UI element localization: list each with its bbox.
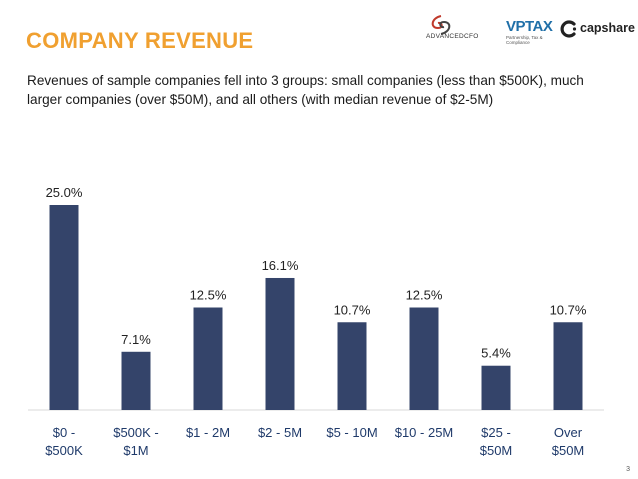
page-number: 3 (626, 466, 630, 473)
bar-3 (265, 277, 295, 410)
x-tick-label-4: $5 - 10M (326, 425, 377, 440)
advancedcfo-wordmark: ADVANCEDCFO (426, 33, 479, 40)
data-label-1: 7.1% (121, 332, 151, 347)
bar-4 (337, 322, 367, 410)
vptax-tagline: Partnership, Tax & Compliance (506, 35, 543, 45)
data-label-0: 25.0% (46, 185, 83, 200)
capshare-c-icon (560, 20, 577, 38)
vptax-logo: VPTAX Partnership, Tax & Compliance (506, 18, 556, 45)
capshare-wordmark: capshare (580, 21, 635, 35)
data-label-7: 10.7% (550, 302, 587, 317)
tick-labels-group: $0 - $500K $500K - $1M $1 - 2M $2 - 5M $5 - 10… (45, 425, 584, 458)
vptax-wordmark: VPTAX (506, 18, 553, 35)
x-tick-label-0-line-0: $0 - (53, 425, 75, 440)
x-tick-label-5-line-0: $10 - 25M (395, 425, 454, 440)
bar-2 (193, 307, 223, 410)
x-tick-label-0: $0 - $500K (45, 425, 83, 458)
x-tick-label-1-line-0: $500K - (113, 425, 159, 440)
x-tick-label-3-line-0: $2 - 5M (258, 425, 302, 440)
x-tick-label-6-line-1: $50M (480, 443, 513, 458)
x-tick-label-7-line-1: $50M (552, 443, 585, 458)
bar-0 (49, 205, 79, 410)
data-labels-group: 25.0% 7.1% 12.5% 16.1% 10.7% 12.5% 5.4% 10.7% (46, 185, 587, 361)
x-tick-label-1: $500K - $1M (113, 425, 159, 458)
data-label-5: 12.5% (406, 288, 443, 303)
x-tick-label-3: $2 - 5M (258, 425, 302, 440)
slide-subtitle: Revenues of sample companies fell into 3… (27, 73, 584, 107)
bar-5 (409, 307, 439, 410)
data-label-4: 10.7% (334, 302, 371, 317)
x-tick-label-6-line-0: $25 - (481, 425, 511, 440)
x-tick-label-5: $10 - 25M (395, 425, 454, 440)
data-label-2: 12.5% (190, 288, 227, 303)
x-tick-label-0-line-1: $500K (45, 443, 83, 458)
bar-7 (553, 322, 583, 410)
slide-title: COMPANY REVENUE (26, 28, 254, 53)
data-label-6: 5.4% (481, 346, 511, 361)
x-tick-label-2: $1 - 2M (186, 425, 230, 440)
sponsor-logos: ADVANCEDCFO VPTAX Partnership, Tax & Com… (420, 14, 635, 45)
x-tick-label-1-line-1: $1M (123, 443, 148, 458)
data-label-3: 16.1% (262, 258, 299, 273)
advancedcfo-logo: ADVANCEDCFO (420, 14, 498, 44)
x-tick-label-6: $25 - $50M (480, 425, 513, 458)
advancedcfo-swirl-icon (431, 15, 451, 35)
x-tick-label-2-line-0: $1 - 2M (186, 425, 230, 440)
bars-group (49, 205, 583, 410)
x-tick-label-7-line-0: Over (554, 425, 583, 440)
capshare-logo: capshare (560, 17, 635, 41)
x-tick-label-4-line-0: $5 - 10M (326, 425, 377, 440)
bar-6 (481, 365, 511, 410)
x-tick-label-7: Over $50M (552, 425, 585, 458)
bar-1 (121, 351, 151, 410)
